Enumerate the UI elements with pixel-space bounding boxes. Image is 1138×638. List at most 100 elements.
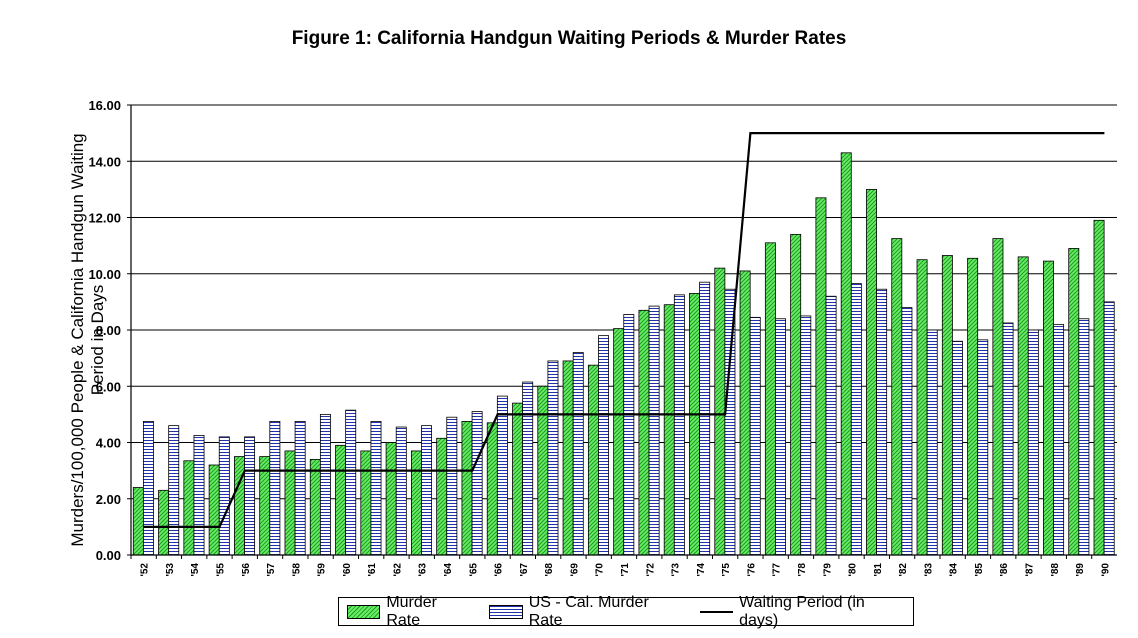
x-tick-label: '71 <box>620 563 631 577</box>
bar-murder-rate <box>790 233 802 556</box>
bar-us-cal-murder-rate <box>471 411 483 556</box>
bar-us-cal-murder-rate <box>623 314 635 556</box>
bar-us-cal-murder-rate <box>648 305 660 556</box>
bar-murder-rate <box>562 360 574 556</box>
y-tick-label: 8.00 <box>96 323 121 338</box>
x-tick-label: '84 <box>949 563 960 577</box>
legend-swatch-us-cal-murder-rate <box>489 604 523 619</box>
x-tick-label: '59 <box>317 563 328 577</box>
line-waiting-period <box>143 132 1105 528</box>
x-tick-label: '53 <box>165 563 176 577</box>
bar-us-cal-murder-rate <box>1002 322 1014 556</box>
bar-murder-rate <box>1093 219 1105 556</box>
bar-us-cal-murder-rate <box>547 360 559 556</box>
bar-us-cal-murder-rate <box>244 436 256 556</box>
bar-us-cal-murder-rate <box>1103 301 1115 556</box>
x-tick-label: '79 <box>822 563 833 577</box>
bar-murder-rate <box>663 304 675 556</box>
x-tick-label: '82 <box>898 563 909 577</box>
x-tick-label: '83 <box>923 563 934 577</box>
bar-us-cal-murder-rate <box>699 281 711 556</box>
y-tick-label: 16.00 <box>88 98 121 113</box>
bar-us-cal-murder-rate <box>901 307 913 556</box>
x-tick-label: '58 <box>291 563 302 577</box>
x-tick-label: '76 <box>746 563 757 577</box>
x-tick-label: '73 <box>671 563 682 577</box>
bar-murder-rate <box>916 259 928 556</box>
x-tick-label: '63 <box>418 563 429 577</box>
x-tick-label: '89 <box>1075 563 1086 577</box>
y-tick-label: 0.00 <box>96 548 121 563</box>
x-tick-label: '90 <box>1100 563 1111 577</box>
x-tick-label: '55 <box>215 563 226 577</box>
bar-murder-rate <box>764 242 776 556</box>
legend-item-murder-rate: Murder Rate <box>347 594 473 630</box>
x-tick-label: '80 <box>848 563 859 577</box>
bar-murder-rate <box>234 456 245 556</box>
bar-us-cal-murder-rate <box>522 381 534 556</box>
y-tick-label: 4.00 <box>96 436 121 451</box>
legend-swatch-murder-rate <box>347 604 381 619</box>
legend-swatch-waiting-period <box>699 610 734 613</box>
x-tick-label: '57 <box>266 563 277 577</box>
bar-murder-rate <box>436 437 448 556</box>
legend: Murder Rate US - Cal. Murder Rate Waitin… <box>338 594 914 629</box>
bar-murder-rate <box>941 255 953 556</box>
bar-murder-rate <box>335 444 347 556</box>
x-tick-label: '62 <box>392 563 403 577</box>
legend-label-murder-rate: Murder Rate <box>386 593 438 629</box>
bar-us-cal-murder-rate <box>1053 323 1065 556</box>
x-tick-label: '67 <box>519 563 530 577</box>
bar-us-cal-murder-rate <box>1078 318 1090 556</box>
bar-murder-rate <box>537 385 549 556</box>
x-tick-label: '75 <box>721 563 732 577</box>
bar-us-cal-murder-rate <box>294 421 306 556</box>
bar-us-cal-murder-rate <box>319 413 331 556</box>
bar-murder-rate <box>840 152 852 556</box>
x-tick-label: '85 <box>974 563 985 577</box>
x-tick-label: '52 <box>140 563 151 577</box>
bar-us-cal-murder-rate <box>775 318 786 556</box>
x-tick-label: '69 <box>569 563 580 577</box>
bar-murder-rate <box>689 293 700 556</box>
bar-murder-rate <box>183 460 195 556</box>
bar-us-cal-murder-rate <box>850 283 862 556</box>
y-tick-label: 2.00 <box>96 492 121 507</box>
x-tick-label: '74 <box>696 563 707 577</box>
bar-us-cal-murder-rate <box>977 339 989 556</box>
bar-murder-rate <box>992 238 1004 556</box>
bar-us-cal-murder-rate <box>749 316 761 556</box>
legend-item-us-cal-murder-rate: US - Cal. Murder Rate <box>489 594 683 630</box>
bar-murder-rate <box>208 464 220 556</box>
bar-us-cal-murder-rate <box>218 436 230 556</box>
x-tick-label: '81 <box>873 563 884 577</box>
bar-murder-rate <box>132 487 144 556</box>
legend-label-us-cal-murder-rate: US - Cal. Murder Rate <box>528 593 649 629</box>
bar-us-cal-murder-rate <box>446 416 458 556</box>
bar-murder-rate <box>410 450 422 556</box>
bar-us-cal-murder-rate <box>421 425 433 556</box>
bar-murder-rate <box>309 458 321 556</box>
bar-us-cal-murder-rate <box>825 295 837 556</box>
bar-murder-rate <box>1068 248 1080 556</box>
bar-us-cal-murder-rate <box>269 421 281 556</box>
y-tick-label: 10.00 <box>88 267 121 282</box>
x-tick-label: '70 <box>595 563 606 577</box>
x-tick-label: '60 <box>342 563 353 577</box>
bar-murder-rate <box>284 450 296 556</box>
bar-murder-rate <box>360 450 372 556</box>
bar-murder-rate <box>486 422 498 556</box>
bar-murder-rate <box>1017 256 1029 556</box>
bar-us-cal-murder-rate <box>926 329 938 556</box>
bar-murder-rate <box>385 442 397 556</box>
x-tick-label: '66 <box>494 563 505 577</box>
bar-us-cal-murder-rate <box>142 421 154 556</box>
bar-us-cal-murder-rate <box>345 409 357 556</box>
bar-murder-rate <box>1043 260 1054 556</box>
bar-murder-rate <box>613 328 625 556</box>
bar-us-cal-murder-rate <box>370 421 382 556</box>
bar-murder-rate <box>587 364 599 556</box>
bar-us-cal-murder-rate <box>800 315 812 556</box>
x-tick-label: '86 <box>999 563 1010 577</box>
